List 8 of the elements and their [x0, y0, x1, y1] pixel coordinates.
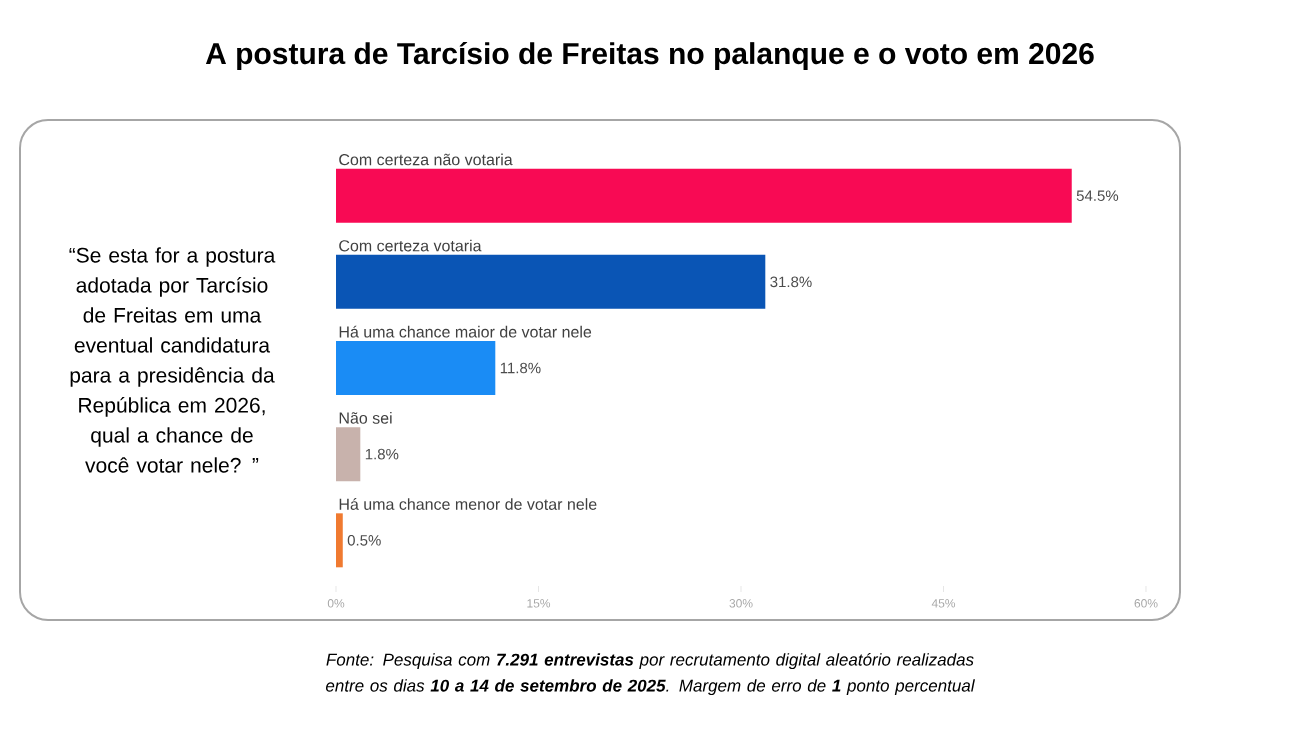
chart-title: A postura de Tarcísio de Freitas no palanque e o voto em 2026 — [205, 41, 1094, 71]
y-tick-label: Com certeza não votaria — [339, 153, 513, 166]
y-tick-label: Há uma chance menor de votar nele — [339, 497, 597, 510]
y-tick-label: Com certeza votaria — [339, 239, 482, 252]
text: “Se esta for a postura adotada por Tarcísio de Freitas em uma eventual candidatura para a presidência da República em 2026, qual a chance de você votar nele? ” — [69, 247, 276, 473]
y-tick-label: Não sei — [339, 412, 392, 424]
y-tick-label: Há uma chance maior de votar nele — [339, 325, 592, 338]
text: Fonte: Pesquisa com 7.291 entrevistas por recrutamento digital aleatório realizadas entre os dias 10 a 14 de setembro de 2025. Margem de erro de 1 ponto percentual — [325, 652, 975, 696]
